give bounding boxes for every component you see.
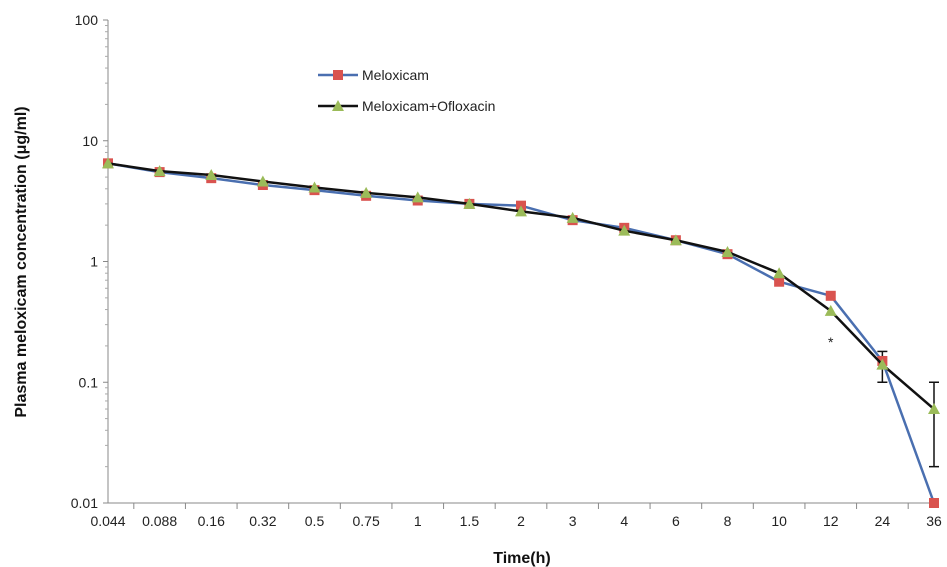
x-tick-label: 3 [569, 513, 577, 529]
x-tick-label: 2 [517, 513, 525, 529]
data-point [618, 224, 631, 236]
data-point [669, 234, 682, 246]
y-tick-label: 1 [90, 254, 98, 270]
x-tick-label: 4 [620, 513, 628, 529]
series-layer [102, 157, 940, 508]
x-tick-label: 10 [771, 513, 787, 529]
data-point [928, 403, 940, 415]
data-point [153, 165, 166, 177]
data-point [929, 498, 939, 508]
data-point [411, 191, 424, 203]
y-tick-label: 0.1 [79, 374, 99, 390]
x-tick-label: 6 [672, 513, 680, 529]
x-tick-label: 24 [875, 513, 891, 529]
y-axis-title: Plasma meloxicam concentration (μg/ml) [13, 106, 30, 417]
annotations: * [828, 334, 834, 350]
legend: Meloxicam Meloxicam+Ofloxacin [318, 67, 495, 114]
legend-marker-meloxicam [333, 70, 343, 80]
x-tick-labels: 0.044 0.088 0.16 0.32 0.5 0.75 1 1.5 2 3 4 6 8 10 12 24… [90, 513, 942, 529]
x-tick-label: 1 [414, 513, 422, 529]
x-tick-label: 0.5 [305, 513, 325, 529]
data-point [256, 175, 269, 187]
data-point [102, 157, 114, 169]
x-tick-label: 0.32 [249, 513, 276, 529]
data-point [205, 169, 218, 181]
data-point [825, 290, 836, 301]
x-tick-label: 0.75 [353, 513, 380, 529]
legend-label-meloxicam-ofloxacin: Meloxicam+Ofloxacin [362, 98, 495, 114]
x-tick-label: 0.044 [90, 513, 125, 529]
y-tick-label: 100 [75, 12, 99, 28]
significance-asterisk: * [828, 334, 834, 350]
x-tick-label: 1.5 [460, 513, 480, 529]
legend-label-meloxicam: Meloxicam [362, 67, 429, 83]
data-point [876, 358, 889, 370]
x-axis-title: Time(h) [493, 550, 550, 567]
data-point [774, 276, 785, 287]
data-point [721, 245, 734, 257]
x-tick-label: 0.16 [198, 513, 225, 529]
data-point [360, 186, 373, 198]
x-tick-label: 0.088 [142, 513, 177, 529]
y-tick-labels: 100 10 1 0.1 0.01 [71, 12, 98, 511]
x-tick-label: 8 [724, 513, 732, 529]
y-tick-label: 0.01 [71, 495, 98, 511]
data-point [308, 181, 321, 193]
data-point [773, 267, 786, 279]
x-tick-label: 36 [926, 513, 942, 529]
y-tick-label: 10 [82, 133, 98, 149]
data-point [824, 304, 837, 316]
series-line [107, 162, 935, 410]
x-tick-label: 12 [823, 513, 839, 529]
data-point [463, 197, 476, 209]
data-point [566, 211, 579, 223]
axes [103, 19, 934, 509]
data-point [515, 205, 527, 217]
legend-marker-meloxicam-ofloxacin [332, 100, 344, 111]
series-1 [102, 157, 940, 415]
